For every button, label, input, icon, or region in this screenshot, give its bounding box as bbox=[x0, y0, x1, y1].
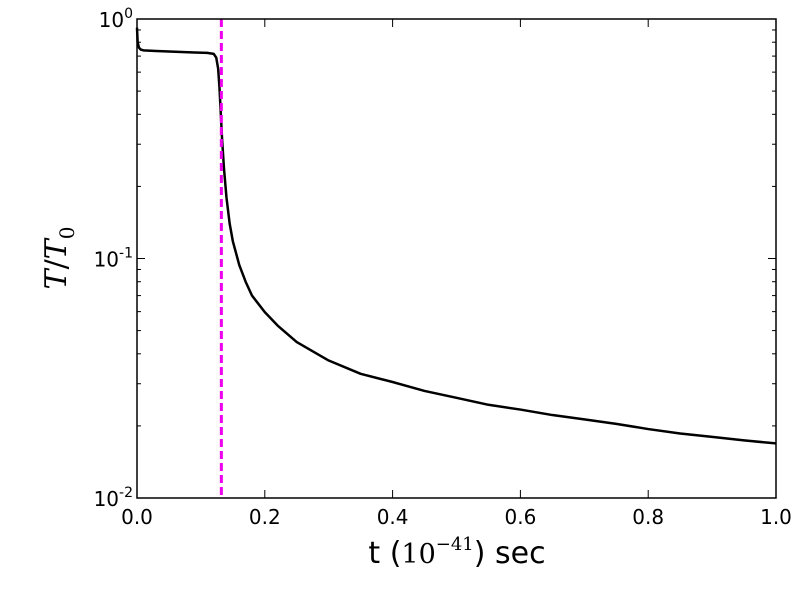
x-tick-label-5: 1.0 bbox=[760, 505, 792, 529]
x-axis-label-prefix: t ( bbox=[368, 536, 401, 571]
y-tick-label-1: 10-1 bbox=[94, 246, 133, 272]
y-axis-label: T/T0 bbox=[39, 227, 79, 290]
series-line-0 bbox=[135, 27, 777, 445]
x-tick-label-4: 0.8 bbox=[632, 505, 664, 529]
y-axis-label-slash: / bbox=[39, 258, 74, 269]
plot-area bbox=[135, 19, 777, 498]
y-tick-label-base-0: 10 bbox=[99, 8, 124, 32]
y-axis-label-sub-var: T bbox=[39, 237, 74, 259]
x-tick-label-2: 0.4 bbox=[377, 505, 409, 529]
y-tick-label-2: 10-2 bbox=[94, 485, 133, 511]
x-axis-label-math-exp: −41 bbox=[436, 534, 474, 555]
y-tick-label-exp-2: -2 bbox=[119, 485, 133, 501]
x-axis-label-math-base: 10 bbox=[401, 539, 435, 570]
y-axis-label-var: T bbox=[39, 267, 74, 289]
y-tick-label-base-1: 10 bbox=[94, 248, 119, 272]
x-axis-label: t (10−41) sec bbox=[368, 534, 545, 571]
y-axis-label-sub: 0 bbox=[55, 227, 79, 240]
y-tick-label-exp-0: 0 bbox=[124, 6, 133, 22]
x-tick-label-0: 0.0 bbox=[121, 505, 153, 529]
y-tick-label-base-2: 10 bbox=[94, 487, 119, 511]
y-tick-label-exp-1: -1 bbox=[119, 246, 133, 262]
y-tick-label-0: 100 bbox=[99, 6, 133, 32]
x-axis-label-suffix: ) sec bbox=[474, 536, 546, 571]
x-tick-label-1: 0.2 bbox=[249, 505, 281, 529]
x-axis: 0.0 0.2 0.4 0.6 0.8 1.0 bbox=[121, 19, 792, 529]
x-tick-label-3: 0.6 bbox=[504, 505, 536, 529]
plot-frame bbox=[136, 18, 777, 499]
